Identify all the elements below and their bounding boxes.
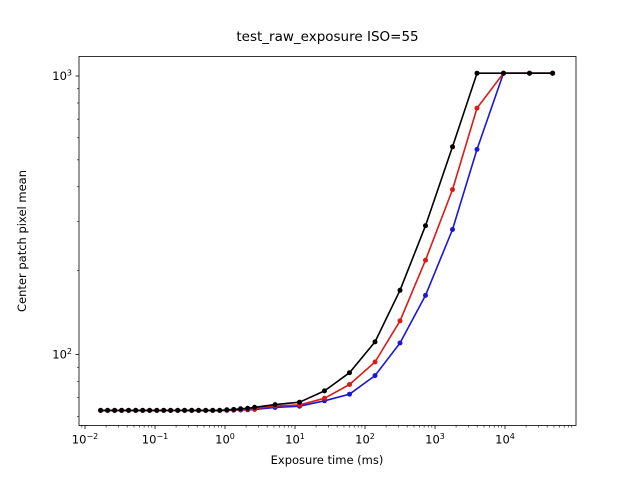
series-black-marker: [252, 404, 258, 410]
series-red-marker: [397, 318, 403, 324]
series-blue-marker: [347, 391, 352, 397]
series-black-line: [100, 72, 553, 412]
x-tick-label: 101: [285, 432, 305, 447]
series-black-marker: [450, 144, 455, 150]
y-axis-label: Center patch pixel mean: [15, 170, 29, 312]
series-black-marker: [98, 407, 104, 413]
series-red-marker: [322, 395, 327, 401]
series-black-marker: [372, 339, 378, 345]
series-red-line: [100, 72, 553, 412]
y-tick-label: 102: [52, 347, 72, 362]
series-black-marker: [423, 223, 428, 229]
chart-title: test_raw_exposure ISO=55: [236, 29, 419, 45]
series-black-marker: [297, 399, 302, 405]
series-black-marker: [217, 407, 223, 413]
series-black-marker: [272, 402, 278, 408]
series-black-marker: [231, 406, 237, 412]
series-black-marker: [147, 407, 153, 413]
series-black-marker: [224, 407, 230, 413]
series-black-marker: [550, 70, 556, 76]
series-black-marker: [119, 407, 125, 413]
y-tick-label: 103: [52, 68, 72, 83]
series-black-marker: [168, 407, 174, 413]
series-black-marker: [189, 407, 195, 413]
x-axis-label: Exposure time (ms): [270, 453, 384, 467]
x-tick-label: 102: [355, 432, 375, 447]
series-red-marker: [450, 187, 455, 193]
x-tick-label: 104: [495, 432, 515, 447]
series-black-marker: [161, 407, 167, 413]
series-blue-marker: [372, 373, 378, 379]
series-red-marker: [474, 105, 480, 111]
axes-spines: [78, 56, 577, 426]
series-black-marker: [203, 407, 209, 413]
series-black-marker: [501, 70, 506, 76]
series-black-marker: [347, 370, 352, 376]
series-black-marker: [196, 407, 202, 413]
x-tick-label: 10−1: [142, 432, 168, 447]
series-black-marker: [140, 407, 146, 413]
series-black: [98, 70, 556, 413]
series-blue-marker: [450, 227, 455, 232]
series-black-marker: [474, 70, 480, 76]
series-black-marker: [238, 406, 244, 412]
x-tick-label: 10−2: [72, 432, 98, 447]
x-axis-ticks: 10−2 10−1 100 101 102 103 104: [72, 425, 573, 447]
series-blue-marker: [474, 146, 480, 152]
series-black-marker: [210, 407, 216, 413]
series-black-marker: [527, 70, 532, 76]
series-black-marker: [105, 407, 111, 413]
series-black-marker: [126, 407, 132, 413]
series-blue-marker: [397, 340, 403, 346]
series-black-marker: [133, 407, 139, 413]
series-black-marker: [322, 388, 327, 394]
series-black-marker: [245, 405, 251, 411]
series-black-marker: [397, 287, 403, 293]
x-tick-label: 103: [425, 432, 445, 447]
series-red-marker: [347, 382, 352, 387]
series-black-marker: [182, 407, 188, 413]
series-red-marker: [423, 257, 428, 263]
series-blue-marker: [423, 292, 428, 298]
series-black-marker: [154, 407, 160, 413]
x-tick-label: 100: [215, 432, 235, 447]
y-axis-ticks: 102 103: [52, 68, 79, 417]
series-black-marker: [175, 407, 181, 413]
series-blue: [98, 70, 556, 413]
series-blue-line: [100, 72, 553, 412]
series-red-marker: [372, 359, 378, 365]
series-black-marker: [112, 407, 118, 413]
